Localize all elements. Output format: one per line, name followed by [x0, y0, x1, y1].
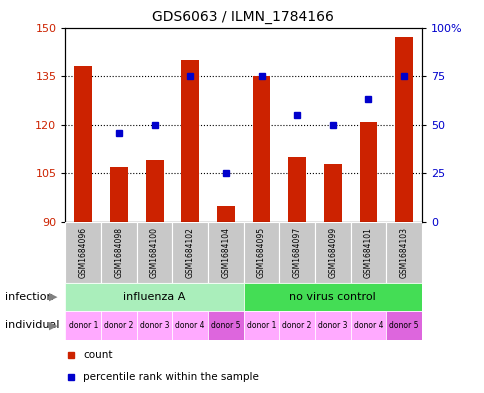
Text: donor 4: donor 4 [175, 321, 205, 330]
FancyBboxPatch shape [279, 222, 314, 283]
FancyBboxPatch shape [65, 222, 101, 283]
FancyBboxPatch shape [279, 311, 314, 340]
Text: ▶: ▶ [49, 320, 58, 331]
FancyBboxPatch shape [350, 311, 385, 340]
Text: GSM1684097: GSM1684097 [292, 227, 301, 278]
Text: donor 5: donor 5 [211, 321, 240, 330]
Text: count: count [83, 350, 113, 360]
Text: individual: individual [5, 320, 59, 331]
Text: GSM1684095: GSM1684095 [257, 227, 266, 278]
Text: GSM1684103: GSM1684103 [399, 227, 408, 278]
Text: GDS6063 / ILMN_1784166: GDS6063 / ILMN_1784166 [151, 10, 333, 24]
Bar [216, 206, 234, 222]
Text: donor 1: donor 1 [246, 321, 276, 330]
Text: no virus control: no virus control [289, 292, 376, 302]
Text: GSM1684102: GSM1684102 [185, 227, 195, 278]
Text: donor 2: donor 2 [282, 321, 311, 330]
Bar [110, 167, 128, 222]
Bar [394, 37, 412, 222]
Text: GSM1684096: GSM1684096 [78, 227, 88, 278]
Text: ▶: ▶ [49, 292, 58, 302]
Text: donor 1: donor 1 [68, 321, 98, 330]
Bar [74, 66, 92, 222]
Bar [323, 163, 341, 222]
Bar [359, 121, 377, 222]
FancyBboxPatch shape [314, 311, 350, 340]
FancyBboxPatch shape [208, 311, 243, 340]
Text: donor 2: donor 2 [104, 321, 134, 330]
Text: percentile rank within the sample: percentile rank within the sample [83, 373, 258, 382]
Text: GSM1684101: GSM1684101 [363, 227, 372, 278]
FancyBboxPatch shape [65, 311, 101, 340]
FancyBboxPatch shape [350, 222, 385, 283]
Bar [287, 157, 305, 222]
FancyBboxPatch shape [101, 311, 136, 340]
Text: infection: infection [5, 292, 53, 302]
Bar [145, 160, 163, 222]
FancyBboxPatch shape [208, 222, 243, 283]
FancyBboxPatch shape [101, 222, 136, 283]
Text: GSM1684098: GSM1684098 [114, 227, 123, 278]
Text: GSM1684100: GSM1684100 [150, 227, 159, 278]
Bar [252, 76, 270, 222]
Text: influenza A: influenza A [123, 292, 185, 302]
FancyBboxPatch shape [65, 283, 243, 311]
Text: GSM1684104: GSM1684104 [221, 227, 230, 278]
Text: donor 3: donor 3 [139, 321, 169, 330]
FancyBboxPatch shape [243, 283, 421, 311]
Text: donor 5: donor 5 [389, 321, 418, 330]
FancyBboxPatch shape [136, 311, 172, 340]
Bar [181, 60, 199, 222]
FancyBboxPatch shape [385, 222, 421, 283]
FancyBboxPatch shape [172, 222, 208, 283]
FancyBboxPatch shape [136, 222, 172, 283]
Text: donor 4: donor 4 [353, 321, 382, 330]
FancyBboxPatch shape [385, 311, 421, 340]
FancyBboxPatch shape [243, 311, 279, 340]
FancyBboxPatch shape [243, 222, 279, 283]
FancyBboxPatch shape [172, 311, 208, 340]
Text: GSM1684099: GSM1684099 [328, 227, 337, 278]
Text: donor 3: donor 3 [318, 321, 347, 330]
FancyBboxPatch shape [314, 222, 350, 283]
